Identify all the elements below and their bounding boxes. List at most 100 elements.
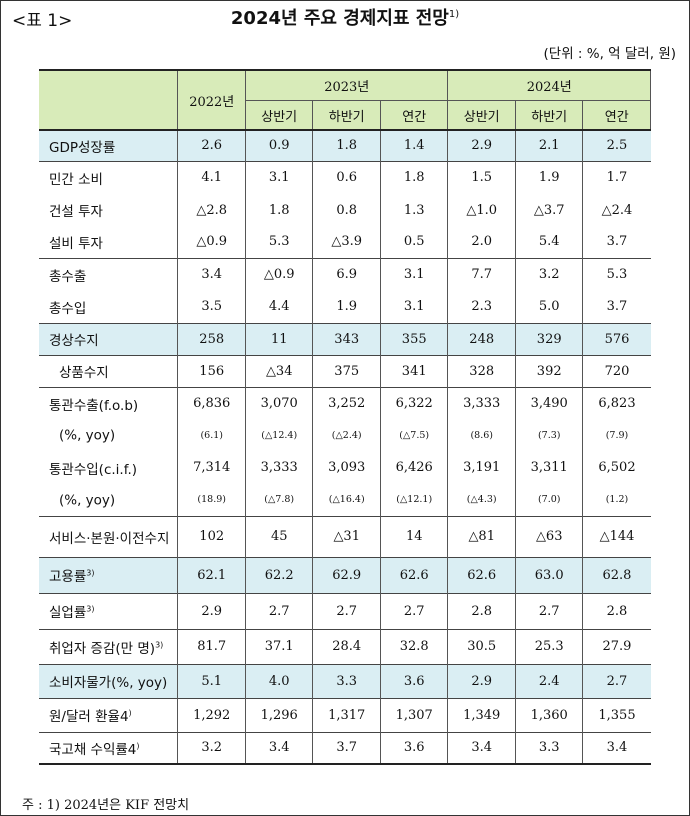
- row-label-text: 민간 소비: [49, 171, 103, 188]
- table-cell: 1.5: [447, 160, 516, 194]
- table-cell: 2.7: [379, 592, 448, 629]
- table-cell: (6.1): [177, 420, 246, 451]
- table-cell: 3.2: [177, 731, 246, 765]
- row-label: (%, yoy): [39, 484, 178, 516]
- table-cell: 375: [312, 354, 381, 387]
- table-row: 설비 투자 △0.9 5.3 △3.9 0.5 2.0 5.4 3.7: [39, 226, 651, 258]
- table-cell: 1.8: [379, 160, 448, 194]
- table-cell: 2.3: [447, 291, 516, 323]
- table-cell: 62.8: [582, 556, 651, 593]
- table-cell: 2.4: [514, 663, 583, 698]
- table-row: 건설 투자 △2.8 1.8 0.8 1.3 △1.0 △3.7 △2.4: [39, 194, 651, 226]
- table-cell: 3,093: [312, 451, 381, 484]
- table-cell: (1.2): [582, 484, 651, 516]
- table-cell: 329: [514, 322, 583, 355]
- table-cell: 1.9: [312, 291, 381, 323]
- header-2023: 2023년: [244, 69, 449, 101]
- table-cell: 3.7: [312, 731, 381, 765]
- table-cell: △144: [582, 515, 651, 557]
- table-cell: (7.0): [514, 484, 583, 516]
- table-cell: 32.8: [379, 628, 448, 664]
- row-label: 총수입: [39, 291, 178, 323]
- table-cell: (△4.3): [447, 484, 516, 516]
- row-label-text: 서비스·본원·이전수지: [49, 530, 170, 547]
- row-label-text: 설비 투자: [49, 235, 103, 252]
- table-cell: 0.9: [244, 129, 313, 161]
- table-cell: (7.3): [514, 420, 583, 451]
- table-cell: 6,836: [177, 386, 246, 420]
- table-cell: 156: [177, 354, 246, 387]
- table-cell: 6,322: [379, 386, 448, 420]
- table-row: 소비자물가(%, yoy) 5.1 4.0 3.3 3.6 2.9 2.4 2.7: [39, 663, 651, 698]
- table-cell: 3.1: [244, 160, 313, 194]
- row-label-text: 실업률: [49, 605, 87, 621]
- table-cell: △1.0: [447, 194, 516, 226]
- table-cell: 1.7: [582, 160, 651, 194]
- table-cell: 5.3: [582, 257, 651, 291]
- table-cell: △3.9: [312, 226, 381, 258]
- table-cell: 1,317: [312, 697, 381, 732]
- table-cell: 2.0: [447, 226, 516, 258]
- row-label: 원/달러 환율4): [39, 697, 178, 732]
- header-corner: [39, 69, 179, 131]
- table-row: 고용률3) 62.1 62.2 62.9 62.6 62.6 63.0 62.8: [39, 556, 651, 593]
- table-cell: 355: [379, 322, 448, 355]
- table-cell: 258: [177, 322, 246, 355]
- table-cell: 0.5: [379, 226, 448, 258]
- table-cell: 81.7: [177, 628, 246, 664]
- table-cell: 2.7: [514, 592, 583, 629]
- header-2024-h2: 하반기: [514, 100, 584, 131]
- row-footnote-mark: 3): [155, 640, 164, 649]
- table-row: 국고채 수익률4) 3.2 3.4 3.7 3.6 3.4 3.3 3.4: [39, 731, 651, 765]
- table-cell: 1,349: [447, 697, 516, 732]
- row-label-text: 고용률: [49, 569, 87, 585]
- table-cell: 1,355: [582, 697, 651, 732]
- row-label-text: 경상수지: [49, 333, 99, 349]
- table-cell: 3.1: [379, 257, 448, 291]
- footnote: 주 : 1) 2024년은 KIF 전망치: [22, 798, 190, 813]
- row-label-text: 상품수지: [59, 365, 109, 381]
- table-cell: 1.8: [312, 129, 381, 161]
- table-row: 총수출 3.4 △0.9 6.9 3.1 7.7 3.2 5.3: [39, 257, 651, 291]
- table-row: 통관수출(f.o.b) 6,836 3,070 3,252 6,322 3,333 3,49…: [39, 386, 651, 420]
- table-cell: 4.0: [244, 663, 313, 698]
- unit-note: (단위 : %, 억 달러, 원): [543, 46, 676, 62]
- header-2024-h1: 상반기: [447, 100, 516, 131]
- table-cell: 2.9: [447, 663, 516, 698]
- table-cell: 6,502: [582, 451, 651, 484]
- row-label-text: 총수입: [49, 300, 87, 317]
- table-cell: 62.2: [244, 556, 313, 593]
- title-footnote-mark: 1): [448, 9, 460, 20]
- table-cell: 2.7: [312, 592, 381, 629]
- header-2022: 2022년: [177, 69, 246, 131]
- table-cell: 2.6: [177, 129, 246, 161]
- table-cell: 3.4: [244, 731, 313, 765]
- row-label: 설비 투자: [39, 226, 178, 258]
- table-cell: 3,333: [447, 386, 516, 420]
- table-cell: 63.0: [514, 556, 583, 593]
- table-cell: (△7.5): [379, 420, 448, 451]
- row-label-text: 취업자 증감(만 명): [49, 640, 156, 657]
- table-cell: 1,360: [514, 697, 583, 732]
- table-cell: 1.4: [379, 129, 448, 161]
- table-title-text: 2024년 주요 경제지표 전망: [230, 8, 449, 29]
- table-cell: (18.9): [177, 484, 246, 516]
- table-cell: 3.3: [514, 731, 583, 765]
- header-2024: 2024년: [447, 69, 651, 101]
- row-label-text: 통관수출(f.o.b): [49, 397, 139, 414]
- table-cell: (△7.8): [244, 484, 313, 516]
- table-cell: 3.5: [177, 291, 246, 323]
- row-label: 통관수입(c.i.f.): [39, 451, 178, 484]
- table-cell: 3.4: [447, 731, 516, 765]
- row-footnote-mark: 3): [86, 568, 95, 578]
- table-cell: 14: [379, 515, 448, 557]
- table-cell: △63: [514, 515, 583, 557]
- table-cell: 3.4: [582, 731, 651, 765]
- table-cell: 3,311: [514, 451, 583, 484]
- row-label-text: GDP성장률: [49, 139, 116, 156]
- table-cell: 328: [447, 354, 516, 387]
- table-row: 실업률3) 2.9 2.7 2.7 2.7 2.8 2.7 2.8: [39, 592, 651, 629]
- row-label-text: 통관수입(c.i.f.): [49, 461, 138, 478]
- table-cell: 3.7: [582, 291, 651, 323]
- table-cell: 45: [244, 515, 313, 557]
